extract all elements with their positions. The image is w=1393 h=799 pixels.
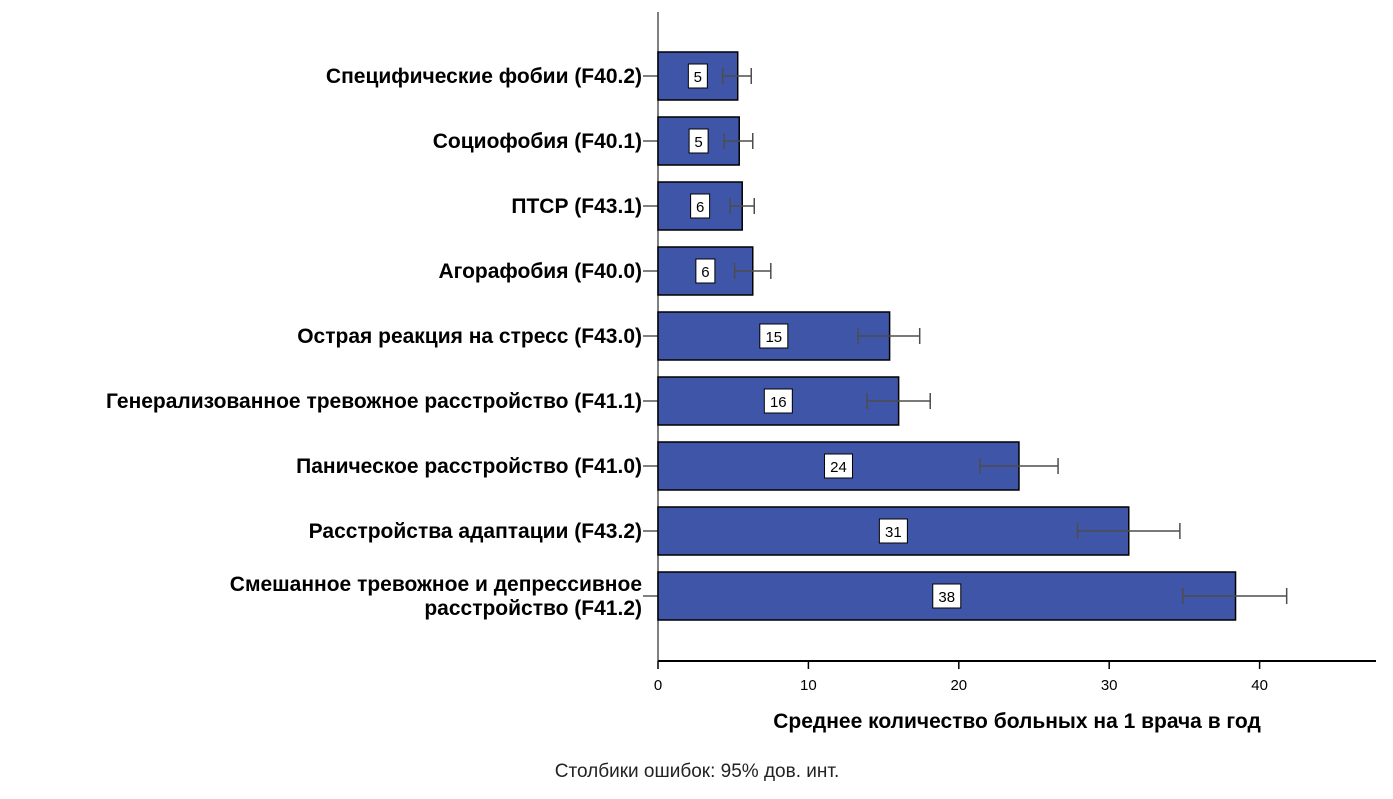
category-label: Расстройства адаптации (F43.2) — [309, 520, 642, 543]
category-label: ПТСР (F43.1) — [511, 195, 642, 218]
data-label: 6 — [701, 264, 709, 281]
category-label: Агорафобия (F40.0) — [438, 260, 642, 283]
data-label-box — [878, 518, 908, 544]
data-label: 6 — [696, 199, 704, 216]
data-label: 15 — [765, 329, 782, 346]
error-bar-footnote: Столбики ошибок: 95% дов. инт. — [555, 761, 839, 782]
data-label: 38 — [938, 589, 955, 606]
data-label-box — [688, 128, 709, 154]
category-label: Смешанное тревожное и депрессивное — [230, 573, 642, 596]
category-label: Острая реакция на стресс (F43.0) — [297, 325, 642, 348]
x-tick-label: 40 — [1251, 677, 1268, 694]
category-label: Специфические фобии (F40.2) — [326, 65, 642, 88]
data-label-box — [932, 583, 962, 609]
bar — [657, 376, 900, 426]
x-axis-title: Среднее количество больных на 1 врача в … — [773, 710, 1261, 733]
data-label: 24 — [830, 459, 847, 476]
x-tick-label: 0 — [654, 677, 662, 694]
data-label-box — [687, 63, 708, 89]
category-label: Социофобия (F40.1) — [433, 130, 642, 153]
data-label-box — [695, 258, 716, 284]
x-tick-label: 10 — [800, 677, 817, 694]
data-label-box — [823, 453, 853, 479]
data-label: 5 — [694, 134, 702, 151]
x-tick-label: 20 — [950, 677, 967, 694]
data-label-box — [759, 323, 789, 349]
data-label: 5 — [694, 69, 702, 86]
data-label-box — [690, 193, 711, 219]
data-label: 31 — [885, 524, 902, 541]
category-label: Генерализованное тревожное расстройство … — [106, 390, 642, 413]
data-label-box — [763, 388, 793, 414]
category-label: Паническое расстройство (F41.0) — [296, 455, 642, 478]
x-tick-label: 30 — [1101, 677, 1118, 694]
chart-marks: Специфические фобии (F40.2) 5 Социофобия (… — [106, 51, 1288, 694]
data-label: 16 — [770, 394, 787, 411]
category-label: расстройство (F41.2) — [424, 597, 642, 620]
